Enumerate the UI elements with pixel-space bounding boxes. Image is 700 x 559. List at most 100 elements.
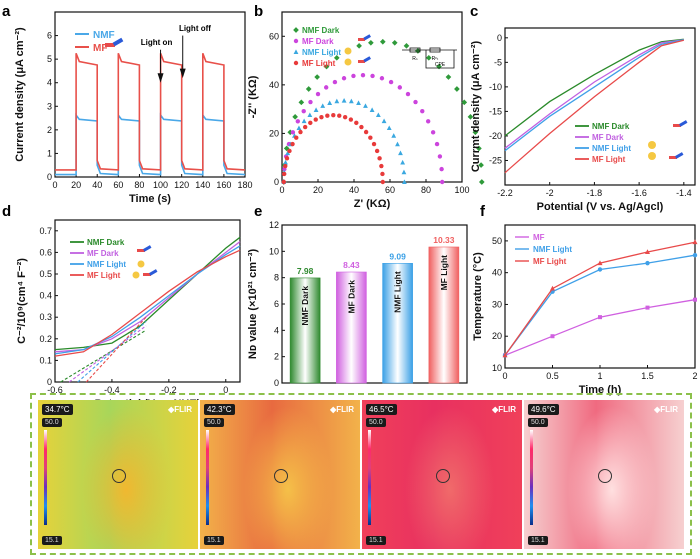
- data-point-b: [472, 129, 479, 136]
- x-tick-label-d: -0.4: [104, 385, 120, 395]
- plot-frame-a: [54, 11, 246, 178]
- circuit-branch: [425, 50, 455, 69]
- x-tick-label-b: 100: [454, 185, 469, 195]
- legend-label-f: NMF Light: [533, 245, 572, 254]
- mf-sample-icon: [669, 156, 677, 159]
- arrowhead-light-on: [157, 73, 164, 83]
- data-point-b: [413, 99, 418, 105]
- data-point-b: [375, 112, 381, 118]
- data-point-b: [371, 141, 377, 147]
- x-tick-label-f: 2: [692, 371, 697, 381]
- data-point-b: [439, 166, 444, 172]
- circuit-label-rs: Rₛ: [412, 56, 418, 62]
- legend-marker-b: [293, 49, 299, 54]
- circuit-label-cpe: CPE: [435, 62, 446, 68]
- y-tick-label-b: 60: [269, 31, 279, 41]
- x-tick-label-a: 80: [134, 180, 144, 190]
- data-point-b: [380, 171, 385, 177]
- series-line-d: [54, 245, 241, 355]
- data-point-b: [388, 79, 394, 85]
- data-point-f: [692, 252, 698, 258]
- data-point-b: [440, 179, 445, 185]
- x-tick-label-a: 140: [195, 180, 210, 190]
- data-point-b: [381, 118, 387, 124]
- series-line-f: [504, 299, 696, 356]
- legend-label-c: MF Light: [592, 155, 626, 164]
- data-point-b: [287, 148, 292, 154]
- x-tick-label-a: 0: [52, 180, 57, 190]
- data-point-b: [284, 156, 290, 161]
- data-point-b: [331, 113, 336, 118]
- data-point-b: [359, 124, 364, 130]
- data-point-b: [332, 79, 338, 85]
- mf-sample-icon: [358, 60, 365, 63]
- x-axis-label-b: Z' (KΩ): [354, 198, 391, 210]
- y-tick-label-d: 0.1: [39, 355, 52, 365]
- tangent-line-d: [60, 329, 147, 383]
- panel-label-d: d: [2, 203, 11, 220]
- data-point-b: [403, 42, 410, 49]
- magnet-icon: [675, 152, 684, 159]
- data-point-b: [370, 73, 375, 79]
- data-point-b: [454, 86, 460, 92]
- bar-mf-light: [428, 246, 460, 384]
- series-line-a-mf: [55, 53, 246, 171]
- legend-label-b: MF Dark: [302, 37, 334, 46]
- y-tick-label-a: 3: [47, 101, 52, 111]
- x-tick-label-a: 20: [71, 180, 81, 190]
- data-point-b: [445, 74, 452, 80]
- y-tick-label-f: 30: [492, 299, 502, 309]
- x-axis-label-e: Samples: [352, 399, 397, 400]
- data-point-b: [461, 99, 468, 106]
- tangent-line-d: [68, 325, 147, 383]
- tangent-line-d: [85, 316, 147, 383]
- data-point-b: [368, 39, 374, 46]
- data-point-b: [342, 114, 348, 120]
- light-bulb-icon: [132, 271, 140, 279]
- x-tick-label-b: 0: [279, 185, 284, 195]
- x-tick-label-c: -1.4: [676, 188, 692, 198]
- flir-logo: ◆FLIR: [492, 405, 516, 414]
- x-tick-label-d: -0.6: [47, 385, 63, 395]
- data-point-f: [645, 305, 650, 310]
- panel-label-c: c: [470, 3, 478, 20]
- scale-max-readout: 50.0: [204, 418, 224, 427]
- legend-label-c: MF Dark: [592, 133, 624, 142]
- bar-nmf-light: [382, 263, 413, 384]
- data-point-f: [645, 249, 650, 255]
- data-point-b: [313, 117, 318, 122]
- magnet-icon: [679, 120, 688, 127]
- data-point-f: [597, 267, 603, 272]
- y-tick-label-b: 20: [269, 128, 279, 138]
- y-tick-label-e: 4: [274, 325, 279, 335]
- color-scale-bar: [368, 430, 371, 525]
- x-tick-label-c: -2.2: [497, 188, 513, 198]
- data-label-e: 9.09: [389, 251, 406, 261]
- data-point-b: [360, 72, 366, 78]
- thermal-image-2: 42.3°C 50.0 15.1 ◆FLIR: [200, 400, 360, 549]
- data-point-b: [283, 159, 288, 165]
- panel-label-f: f: [480, 203, 486, 220]
- x-tick-label-a: 60: [113, 180, 123, 190]
- annotation-light-on: Light on: [141, 38, 173, 47]
- data-point-b: [290, 130, 296, 135]
- plot-frame-b: [281, 11, 463, 183]
- y-axis-label-e: Nᴅ value (×10²¹ cm⁻³): [247, 249, 259, 360]
- measurement-crosshair: [436, 468, 450, 483]
- data-point-b: [425, 119, 431, 124]
- x-tick-label-a: 40: [92, 180, 102, 190]
- y-tick-label-f: 20: [492, 331, 502, 341]
- panel-label-b: b: [254, 3, 263, 20]
- thermal-image-4: 49.6°C 50.0 15.1 ◆FLIR: [524, 400, 684, 549]
- data-point-b: [369, 107, 375, 112]
- data-point-b: [305, 86, 312, 92]
- data-label-e: 10.33: [433, 235, 455, 245]
- data-point-b: [348, 98, 354, 104]
- data-point-b: [298, 99, 305, 106]
- spot-temperature-readout: 42.3°C: [204, 404, 235, 415]
- circuit-rs: [409, 47, 421, 53]
- y-axis-label-a: Current density (μA cm⁻²): [14, 27, 26, 162]
- y-tick-label-a: 2: [47, 125, 52, 135]
- y-tick-label-a: 6: [47, 31, 52, 41]
- y-tick-label-c: -5: [494, 57, 502, 67]
